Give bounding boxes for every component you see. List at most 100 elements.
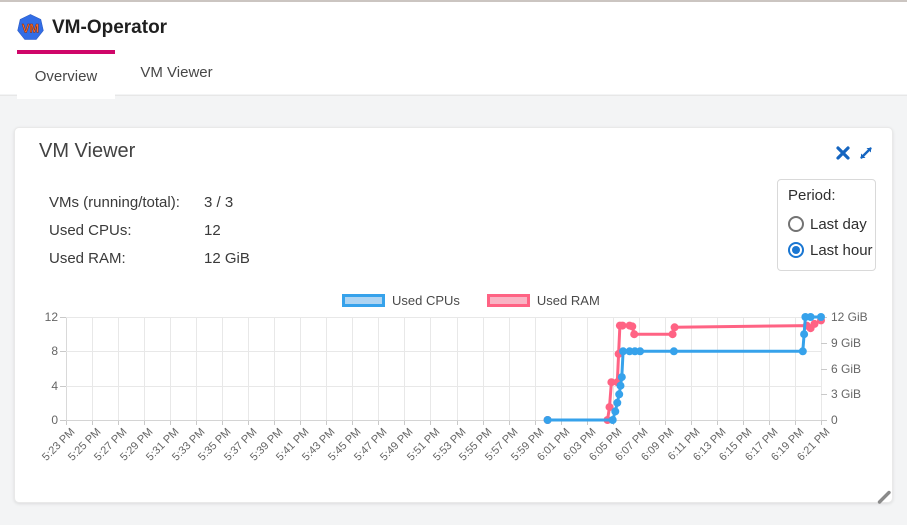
gridline [92, 317, 94, 420]
data-point [607, 378, 616, 387]
gridline [66, 420, 821, 421]
chart-series-layer [543, 313, 825, 424]
tab-vm-viewer-label: VM Viewer [140, 64, 213, 81]
x-tick-mark [586, 420, 588, 425]
stat-value: 12 GiB [204, 249, 250, 267]
legend-swatch-ram [486, 294, 530, 307]
gridline [482, 317, 484, 420]
close-icon[interactable] [835, 145, 851, 161]
data-point [669, 347, 678, 356]
x-tick-mark [690, 420, 692, 425]
gridline [66, 385, 821, 387]
stat-row-cpus: Used CPUs: 12 [49, 216, 250, 244]
gridline [508, 317, 510, 420]
tab-vm-viewer[interactable]: VM Viewer [123, 50, 230, 95]
y-axis-right-label: 12 GiB [831, 310, 868, 324]
series-line-used-ram [546, 318, 823, 422]
data-point [616, 381, 625, 390]
gridline [534, 317, 536, 420]
data-point [628, 322, 637, 331]
x-tick-mark [300, 420, 302, 425]
gridline [560, 317, 562, 420]
x-tick-mark [196, 420, 198, 425]
stat-label: Used RAM: [49, 249, 126, 267]
gridline [170, 317, 172, 420]
gridline [586, 317, 588, 420]
header-divider [0, 95, 907, 96]
gridline [196, 317, 198, 420]
stat-label: VMs (running/total): [49, 193, 180, 211]
gridline [66, 317, 67, 420]
usage-chart-plot[interactable]: 5:23 PM 5:25 PM 5:27 PM 5:29 PM 5:31 PM 5:33 … [40, 310, 868, 463]
data-point [798, 347, 807, 356]
x-tick-mark [66, 420, 67, 425]
card-title: VM Viewer [39, 140, 136, 162]
y-axis-right-label: 6 GiB [831, 361, 862, 376]
x-tick-mark [378, 420, 380, 425]
x-tick-mark [638, 420, 640, 425]
gridline [794, 317, 796, 420]
x-tick-mark [430, 420, 432, 425]
radio-last-day-label: Last day [810, 215, 867, 233]
x-tick-mark [144, 420, 146, 425]
x-tick-mark [664, 420, 666, 425]
gridline [118, 317, 120, 420]
tab-overview[interactable]: Overview [17, 50, 115, 99]
y-right-tick-mark [821, 394, 827, 396]
radio-last-hour[interactable]: Last hour [788, 237, 875, 263]
gridline [768, 317, 770, 420]
legend-swatch-cpus [342, 294, 385, 307]
data-point [615, 390, 624, 399]
radio-icon[interactable] [788, 242, 804, 258]
gridline [690, 317, 692, 420]
legend-item-used-ram[interactable]: Used RAM [486, 293, 600, 308]
period-selector: Period: Last day Last hour [777, 179, 876, 271]
app-logo-icon: VM [17, 14, 44, 40]
x-tick-mark [170, 420, 172, 425]
x-tick-mark [352, 420, 354, 425]
x-tick-mark [222, 420, 224, 425]
vm-viewer-card: VM Viewer VMs (running/total): 3 / 3 Use… [14, 127, 893, 506]
data-point [611, 407, 620, 416]
x-tick-mark [118, 420, 120, 425]
period-label: Period: [788, 187, 836, 204]
series-line-used-cpus [546, 315, 823, 422]
y-right-tick-mark [821, 368, 827, 370]
data-point [806, 313, 815, 321]
y-axis-left-label: 4 [51, 378, 58, 393]
y-axis-right-label: 9 GiB [831, 335, 862, 350]
chart-legend: Used CPUs Used RAM [342, 293, 600, 308]
gridline [248, 317, 250, 420]
gridline [66, 351, 821, 353]
app-title: VM-Operator [52, 17, 168, 38]
legend-item-used-cpus[interactable]: Used CPUs [342, 293, 460, 308]
expand-icon[interactable] [858, 145, 874, 161]
gridline [638, 317, 640, 420]
gridline [404, 317, 406, 420]
radio-last-day[interactable]: Last day [788, 211, 875, 237]
stat-row-ram: Used RAM: 12 GiB [49, 244, 250, 272]
vm-stats: VMs (running/total): 3 / 3 Used CPUs: 12… [49, 188, 250, 272]
x-tick-mark [482, 420, 484, 425]
data-point [619, 347, 628, 356]
data-point [817, 313, 825, 321]
card-actions [835, 145, 874, 161]
data-point [608, 416, 617, 424]
radio-icon[interactable] [788, 216, 804, 232]
x-tick-mark [508, 420, 510, 425]
data-point [668, 330, 677, 339]
tab-overview-label: Overview [34, 68, 98, 85]
gridline [274, 317, 276, 420]
gridline [716, 317, 718, 420]
gridline [430, 317, 432, 420]
data-point [605, 403, 614, 412]
x-tick-mark [768, 420, 770, 425]
resize-handle-icon[interactable] [875, 488, 893, 506]
x-tick-mark [742, 420, 744, 425]
x-tick-mark [248, 420, 250, 425]
x-tick-mark [274, 420, 276, 425]
stat-label: Used CPUs: [49, 221, 132, 239]
gridline [612, 317, 614, 420]
y-left-tick-mark [60, 351, 66, 353]
